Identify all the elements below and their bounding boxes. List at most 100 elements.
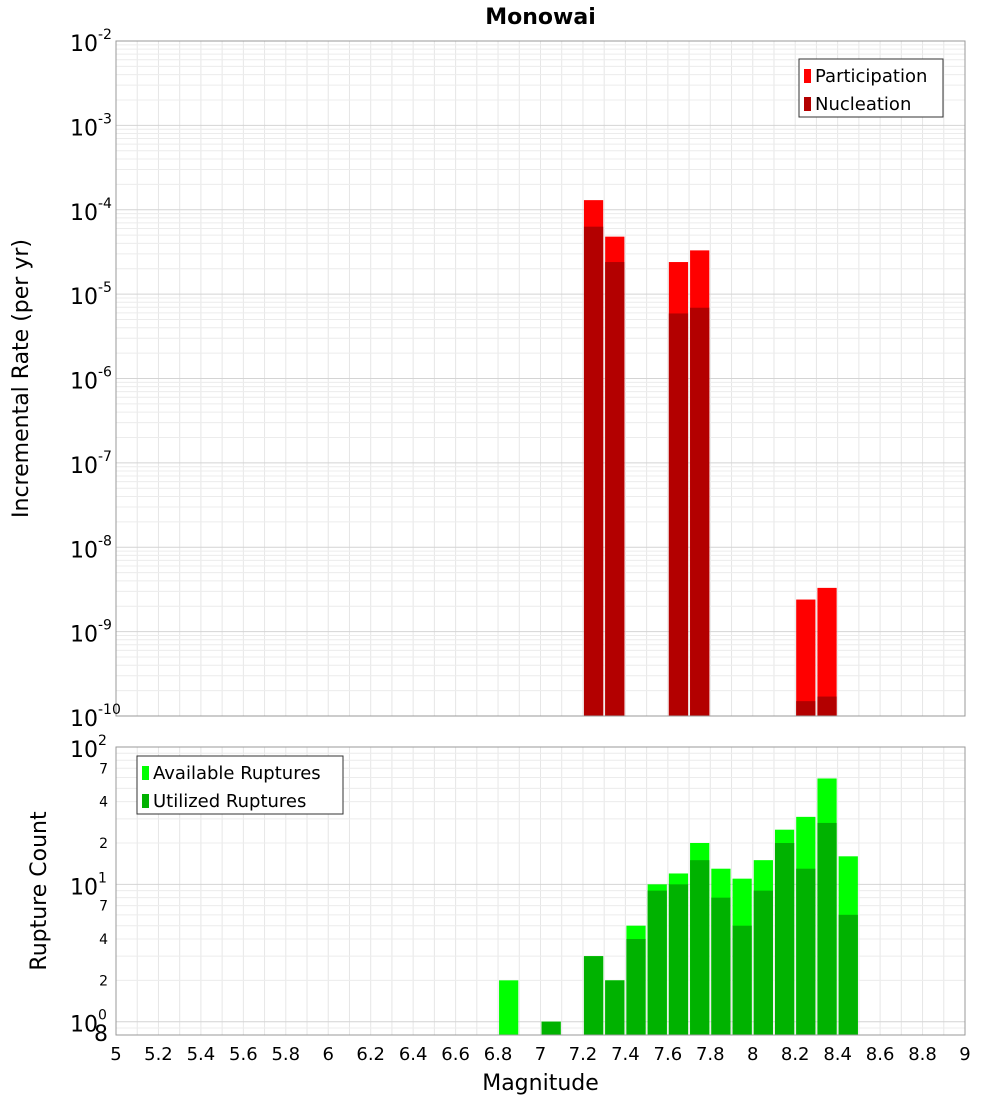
y-tick-exponent: 1 xyxy=(98,870,107,886)
bar xyxy=(583,226,604,716)
legend-label: Nucleation xyxy=(815,94,911,115)
bar xyxy=(817,587,837,716)
bar xyxy=(732,925,752,1035)
y-tick-label: 10 -7 xyxy=(70,449,112,479)
x-tick-label: 6.2 xyxy=(356,1044,385,1065)
bar xyxy=(796,868,816,1035)
bar xyxy=(796,701,816,716)
plot-frame-bottom xyxy=(115,746,966,1036)
y-tick-label: 10 -4 xyxy=(70,196,112,226)
x-tick-label: 7.2 xyxy=(569,1044,598,1065)
y-minor-tick-label: 2 xyxy=(99,836,108,852)
bar xyxy=(668,884,689,1035)
legend: Available Ruptures Utilized Ruptures xyxy=(136,755,344,815)
x-tick-label: 6 xyxy=(323,1044,334,1065)
legend: Participation Nucleation xyxy=(798,58,944,118)
y-tick-label: 10 -9 xyxy=(70,618,112,648)
x-tick-label: 8.4 xyxy=(823,1044,852,1065)
legend-swatch xyxy=(142,766,149,780)
x-axis-label: Magnitude xyxy=(482,1071,599,1096)
bar xyxy=(690,860,710,1035)
bar xyxy=(817,696,837,716)
y-tick-exponent: -7 xyxy=(98,449,112,465)
x-tick-label: 5.6 xyxy=(229,1044,258,1065)
y-minor-tick-label: 7 xyxy=(99,899,108,915)
bar xyxy=(583,956,604,1035)
bar xyxy=(626,939,646,1035)
y-minor-tick-label: 4 xyxy=(99,795,108,811)
bar xyxy=(817,822,837,1035)
x-tick-label: 6.8 xyxy=(484,1044,513,1065)
series-utilized-ruptures xyxy=(541,822,858,1035)
x-tick-label: 8.2 xyxy=(781,1044,810,1065)
bar xyxy=(647,890,667,1035)
bar xyxy=(605,980,625,1035)
plot-frame-top xyxy=(115,40,966,717)
y-tick-base: 10 xyxy=(70,285,98,310)
y-tick-exponent: -5 xyxy=(98,280,112,296)
bar xyxy=(605,262,625,716)
y-tick-label: 10 1 xyxy=(70,870,107,900)
x-tick-label: 6.6 xyxy=(441,1044,470,1065)
bar xyxy=(796,599,816,716)
legend-label: Participation xyxy=(815,66,927,87)
y-tick-base: 10 xyxy=(70,1013,98,1038)
y-axis-label-top: Incremental Rate (per yr) xyxy=(9,239,34,518)
legend-swatch xyxy=(142,794,149,808)
x-tick-label: 5.2 xyxy=(144,1044,173,1065)
y-tick-base: 10 xyxy=(70,32,98,57)
y-minor-tick-label: 8 xyxy=(94,1022,108,1047)
series-nucleation xyxy=(583,226,837,716)
y-tick-label: 10 -5 xyxy=(70,280,112,310)
x-tick-label: 8.8 xyxy=(908,1044,937,1065)
y-tick-exponent: 0 xyxy=(98,1008,107,1024)
legend-box xyxy=(798,58,944,118)
y-minor-tick-label: 2 xyxy=(99,973,108,989)
x-tick-label: 7.6 xyxy=(654,1044,683,1065)
chart-title: Monowai xyxy=(485,5,596,30)
y-tick-label: 10 0 xyxy=(70,1008,107,1038)
bar xyxy=(541,1021,561,1035)
y-minor-tick-label: 4 xyxy=(99,932,108,948)
y-tick-base: 10 xyxy=(70,875,98,900)
bar xyxy=(774,843,795,1035)
y-tick-exponent: -4 xyxy=(98,196,112,212)
x-tick-label: 7.4 xyxy=(611,1044,640,1065)
bar xyxy=(499,980,519,1035)
y-tick-base: 10 xyxy=(70,116,98,141)
x-tick-label: 7 xyxy=(535,1044,546,1065)
legend-swatch xyxy=(804,69,811,83)
y-minor-tick-label: 7 xyxy=(99,761,108,777)
y-tick-label: 10 -3 xyxy=(70,111,112,141)
legend-box xyxy=(136,755,344,815)
y-tick-label: 10 -2 xyxy=(70,27,112,57)
y-tick-base: 10 xyxy=(70,454,98,479)
legend-label: Available Ruptures xyxy=(153,763,321,784)
y-tick-exponent: -10 xyxy=(98,702,121,718)
x-tick-label: 7.8 xyxy=(696,1044,725,1065)
y-tick-base: 10 xyxy=(70,538,98,563)
y-tick-label: 10 -10 xyxy=(70,702,121,732)
y-tick-base: 10 xyxy=(70,201,98,226)
legend-label: Utilized Ruptures xyxy=(153,791,306,812)
x-tick-label: 9 xyxy=(959,1044,970,1065)
y-tick-base: 10 xyxy=(70,623,98,648)
x-tick-label: 5 xyxy=(110,1044,121,1065)
x-tick-label: 6.4 xyxy=(399,1044,428,1065)
x-tick-label: 8.6 xyxy=(866,1044,895,1065)
y-tick-label: 10 -8 xyxy=(70,533,112,563)
x-tick-label: 8 xyxy=(747,1044,758,1065)
x-tick-label: 5.4 xyxy=(187,1044,216,1065)
y-tick-base: 10 xyxy=(70,707,98,732)
grid-lines xyxy=(115,40,966,717)
y-tick-exponent: -3 xyxy=(98,111,112,127)
y-tick-exponent: -8 xyxy=(98,533,112,549)
bar xyxy=(690,307,710,716)
y-tick-exponent: 2 xyxy=(98,733,107,749)
y-tick-exponent: -6 xyxy=(98,365,112,381)
y-tick-exponent: -9 xyxy=(98,618,112,634)
x-tick-label: 5.8 xyxy=(271,1044,300,1065)
bar xyxy=(711,897,731,1035)
y-tick-base: 10 xyxy=(70,738,98,763)
